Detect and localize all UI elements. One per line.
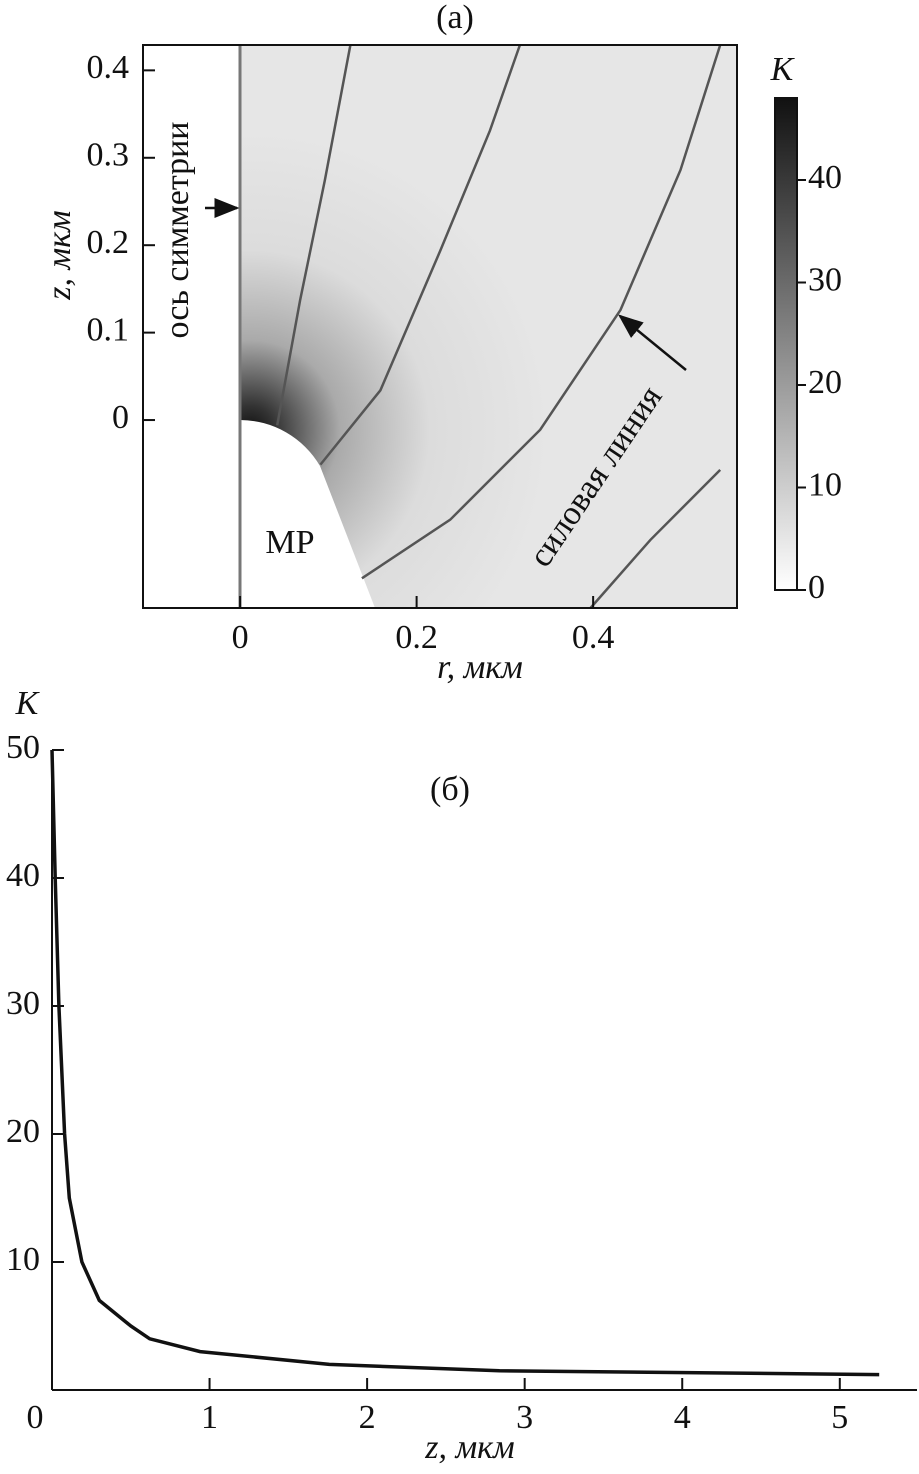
- mp-shape: [240, 420, 375, 608]
- colorbar-label: K: [770, 51, 796, 88]
- y-tick-label: 10: [6, 1241, 40, 1278]
- chart-title: (a): [436, 0, 474, 36]
- plot-frame: [142, 44, 738, 609]
- colorbar-tick-label: 40: [808, 159, 842, 196]
- y-tick-label: 30: [6, 985, 40, 1022]
- colorbar-tick-label: 30: [808, 261, 842, 298]
- x-tick-label: 1: [201, 1399, 218, 1436]
- y-axis-label: K: [15, 685, 41, 722]
- x-tick-label: 4: [674, 1399, 691, 1436]
- x-tick-label: 3: [516, 1399, 533, 1436]
- field-line: [361, 44, 722, 580]
- colorbar-tick-label: 0: [808, 569, 825, 606]
- x-tick-label: 0.4: [572, 619, 615, 656]
- y-tick-label: 0.2: [87, 224, 130, 261]
- x-tick-label: 5: [831, 1399, 848, 1436]
- y-tick-label: 20: [6, 1113, 40, 1150]
- colorbar: [774, 97, 798, 591]
- y-axis-label: z, мкм: [41, 210, 78, 301]
- y-tick-label: 0: [112, 399, 129, 436]
- chart-title: (б): [430, 771, 470, 808]
- field-line: [319, 44, 522, 466]
- x-tick-label: 0: [232, 619, 249, 656]
- y-tick-label: 0.4: [87, 49, 130, 86]
- x-axis-label: r, мкм: [437, 649, 523, 686]
- data-line: [50, 749, 880, 1377]
- y-tick-label: 50: [6, 729, 40, 766]
- x-tick-label: 0.2: [395, 619, 438, 656]
- field-line: [589, 469, 722, 609]
- arrow: [618, 314, 687, 371]
- x-axis-label: z, мкм: [424, 1429, 515, 1466]
- y-tick-label: 0.1: [87, 311, 130, 348]
- annotation: MP: [265, 524, 314, 561]
- field-line: [275, 44, 352, 426]
- y-tick-label: 0.3: [87, 137, 130, 174]
- y-tick-label: 40: [6, 857, 40, 894]
- x-tick-label: 2: [359, 1399, 376, 1436]
- colorbar-tick-label: 10: [808, 466, 842, 503]
- x-tick-label: 0: [27, 1399, 44, 1436]
- colorbar-tick-label: 20: [808, 364, 842, 401]
- annotation: ось симметрии: [159, 121, 196, 338]
